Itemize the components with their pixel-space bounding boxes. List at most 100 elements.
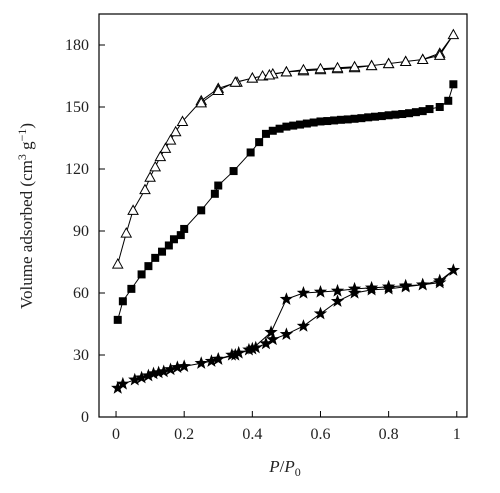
data-point xyxy=(229,167,238,176)
data-point xyxy=(416,53,429,64)
data-point xyxy=(447,28,460,40)
data-point xyxy=(364,113,373,122)
data-point xyxy=(268,126,277,135)
data-point xyxy=(313,306,328,320)
y-tick-label: 180 xyxy=(65,37,89,54)
data-point xyxy=(418,107,427,116)
data-point xyxy=(151,365,166,379)
data-point xyxy=(297,63,310,75)
series-3 xyxy=(111,263,461,394)
data-point xyxy=(279,292,294,305)
data-point xyxy=(350,114,359,123)
data-point xyxy=(416,277,430,291)
y-axis-title: Volume adsorbed (cm3 g−1) xyxy=(15,123,36,309)
series-1 xyxy=(111,28,460,269)
data-point xyxy=(377,112,386,121)
data-point xyxy=(118,297,127,306)
data-point xyxy=(314,62,327,74)
data-point xyxy=(391,110,400,119)
data-point xyxy=(176,231,185,240)
data-point xyxy=(309,118,318,127)
data-point xyxy=(195,96,208,108)
data-point xyxy=(323,117,332,126)
data-point xyxy=(425,105,434,114)
data-point xyxy=(255,138,264,147)
data-point xyxy=(384,111,393,120)
plot-frame xyxy=(98,13,468,418)
series-2 xyxy=(113,80,458,324)
y-tick-label: 90 xyxy=(73,223,89,240)
data-point xyxy=(446,263,461,276)
data-point xyxy=(197,206,206,215)
data-series xyxy=(111,28,461,394)
data-point xyxy=(296,286,311,299)
data-point xyxy=(296,319,311,332)
data-point xyxy=(120,227,133,238)
data-point xyxy=(210,189,219,198)
data-point xyxy=(170,360,185,374)
data-point xyxy=(144,171,156,182)
y-tick-label: 30 xyxy=(73,347,89,364)
data-point xyxy=(371,112,379,121)
data-point xyxy=(204,354,219,367)
data-point xyxy=(381,279,396,293)
data-point xyxy=(263,68,276,80)
data-point xyxy=(365,59,378,71)
data-point xyxy=(411,108,420,117)
data-point xyxy=(279,327,294,340)
data-point xyxy=(214,181,223,190)
data-point xyxy=(264,325,278,338)
data-point xyxy=(116,376,130,390)
data-point xyxy=(228,348,242,361)
data-point xyxy=(348,60,361,72)
data-point xyxy=(111,258,124,269)
data-point xyxy=(398,110,407,119)
data-point xyxy=(444,96,453,105)
data-point xyxy=(357,114,366,123)
x-tick-label: 0 xyxy=(112,426,120,443)
data-point xyxy=(229,76,242,87)
data-point xyxy=(246,72,259,83)
x-axis: 0 0.2 0.4 0.6 0.8 1 xyxy=(112,411,461,443)
x-axis-title: P/P0 xyxy=(268,457,301,479)
data-point xyxy=(280,65,293,77)
y-tick-label: 60 xyxy=(73,285,89,302)
data-point xyxy=(433,49,446,60)
data-point xyxy=(435,103,444,111)
data-point xyxy=(275,124,284,133)
data-point xyxy=(259,336,273,350)
data-point xyxy=(169,125,182,137)
data-point xyxy=(159,142,172,153)
x-tick-label: 0.8 xyxy=(379,426,399,443)
data-point xyxy=(137,270,146,279)
data-point xyxy=(146,366,161,380)
data-point xyxy=(127,284,136,293)
data-point xyxy=(347,281,362,295)
data-point xyxy=(313,284,328,298)
data-point xyxy=(180,224,189,233)
y-axis: 0 30 60 90 120 150 180 xyxy=(65,37,105,426)
data-point xyxy=(139,183,151,195)
x-tick-label: 0.6 xyxy=(310,426,330,443)
y-tick-label: 0 xyxy=(81,409,89,426)
data-point xyxy=(176,115,189,126)
data-point xyxy=(232,345,246,359)
data-point xyxy=(302,119,311,128)
data-point xyxy=(266,332,280,346)
data-point xyxy=(211,352,225,365)
data-point xyxy=(330,283,345,297)
data-point xyxy=(163,362,178,376)
data-point xyxy=(151,253,160,262)
x-tick-label: 0.2 xyxy=(174,426,194,443)
data-point xyxy=(154,150,167,162)
data-point xyxy=(111,381,125,394)
data-point xyxy=(245,341,259,355)
data-point xyxy=(261,129,270,138)
data-point xyxy=(296,120,305,129)
data-point xyxy=(336,115,345,124)
x-tick-label: 0.4 xyxy=(242,426,262,443)
y-tick-label: 120 xyxy=(65,161,89,178)
data-point xyxy=(316,117,325,126)
data-point xyxy=(331,61,344,73)
